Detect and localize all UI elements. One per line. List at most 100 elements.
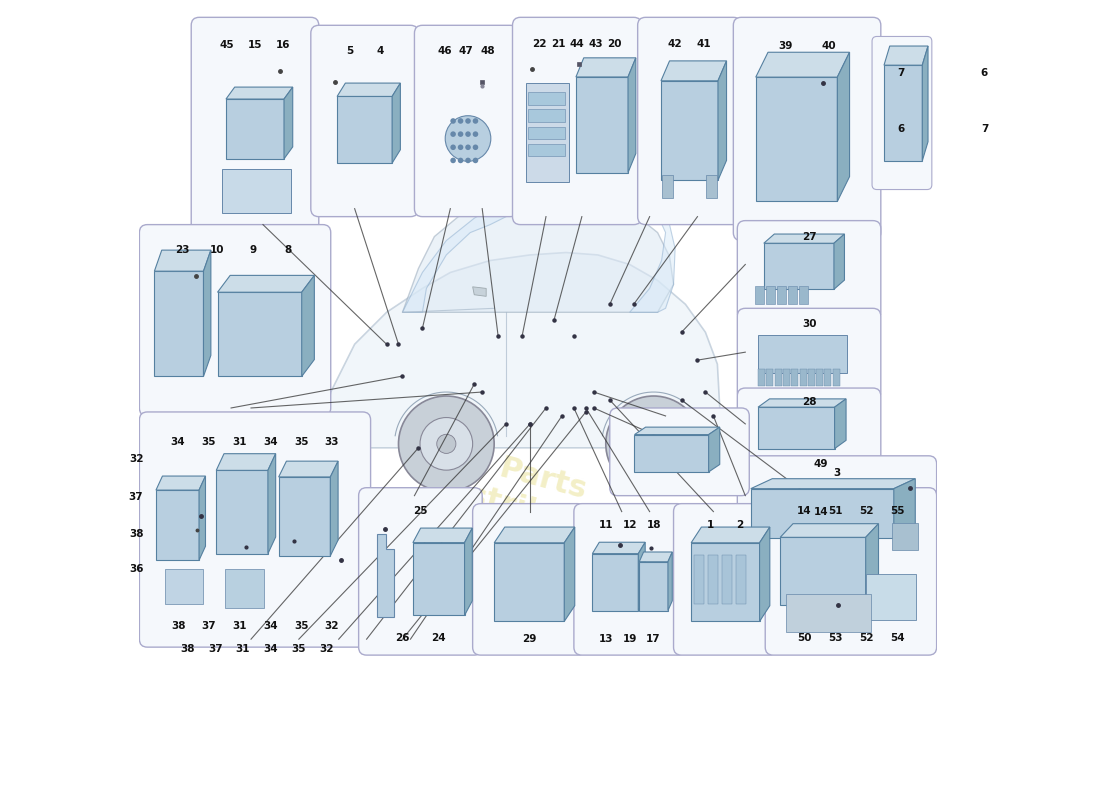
Polygon shape: [199, 476, 206, 560]
Text: 32: 32: [319, 644, 334, 654]
Circle shape: [473, 118, 478, 124]
Circle shape: [450, 145, 455, 150]
FancyBboxPatch shape: [638, 18, 741, 225]
Text: 35: 35: [292, 644, 306, 654]
Circle shape: [450, 131, 455, 137]
Text: 34: 34: [264, 644, 278, 654]
Polygon shape: [835, 399, 846, 449]
Text: 36: 36: [129, 564, 143, 574]
Text: 13: 13: [598, 634, 613, 644]
Polygon shape: [638, 542, 646, 610]
Bar: [807, 370, 815, 386]
Text: 32: 32: [324, 621, 339, 631]
Polygon shape: [756, 52, 849, 77]
Text: 49: 49: [814, 458, 828, 469]
Text: 51: 51: [828, 506, 843, 516]
Circle shape: [465, 145, 471, 150]
Text: 4: 4: [376, 46, 384, 56]
Bar: [528, 110, 565, 122]
Bar: [526, 82, 569, 182]
Circle shape: [473, 158, 478, 163]
Text: 18: 18: [647, 520, 661, 530]
Bar: [867, 574, 916, 620]
Polygon shape: [708, 427, 719, 472]
Text: 31: 31: [232, 437, 246, 447]
Circle shape: [450, 118, 455, 124]
Polygon shape: [464, 528, 472, 615]
FancyBboxPatch shape: [737, 388, 881, 468]
Polygon shape: [758, 399, 846, 407]
Text: 22: 22: [532, 39, 547, 50]
Polygon shape: [593, 542, 646, 554]
Bar: [707, 555, 718, 604]
Circle shape: [473, 131, 478, 137]
Bar: [774, 370, 782, 386]
Polygon shape: [278, 461, 338, 477]
Polygon shape: [403, 199, 673, 312]
FancyBboxPatch shape: [311, 26, 418, 217]
Text: 37: 37: [201, 621, 217, 631]
Text: 32: 32: [129, 454, 143, 464]
Polygon shape: [156, 476, 206, 490]
Polygon shape: [628, 58, 636, 173]
Polygon shape: [217, 454, 276, 470]
Circle shape: [465, 158, 471, 163]
Text: 12: 12: [623, 520, 637, 530]
Polygon shape: [922, 46, 928, 161]
Text: 35: 35: [201, 437, 216, 447]
Bar: [767, 370, 773, 386]
Text: 31: 31: [232, 621, 246, 631]
Text: 25: 25: [414, 506, 428, 516]
Circle shape: [473, 145, 478, 150]
Bar: [791, 370, 799, 386]
Polygon shape: [403, 205, 506, 312]
Polygon shape: [629, 215, 675, 312]
FancyBboxPatch shape: [140, 225, 331, 416]
Bar: [833, 370, 839, 386]
Bar: [800, 370, 806, 386]
Polygon shape: [330, 461, 338, 556]
FancyBboxPatch shape: [140, 412, 371, 647]
Polygon shape: [337, 83, 400, 97]
Text: 43: 43: [588, 39, 603, 50]
Text: 38: 38: [180, 644, 195, 654]
Polygon shape: [392, 83, 400, 163]
Bar: [576, 77, 628, 173]
Bar: [799, 286, 807, 304]
Polygon shape: [668, 552, 672, 610]
Polygon shape: [834, 234, 845, 290]
Polygon shape: [204, 250, 211, 377]
Polygon shape: [377, 534, 394, 617]
Bar: [756, 286, 764, 304]
FancyBboxPatch shape: [766, 488, 936, 655]
Bar: [635, 434, 708, 472]
Bar: [593, 554, 638, 610]
Text: 30: 30: [802, 319, 816, 329]
Bar: [226, 99, 284, 159]
Polygon shape: [576, 58, 636, 77]
Bar: [221, 169, 290, 213]
Text: 53: 53: [828, 633, 843, 643]
Text: 5: 5: [345, 46, 353, 56]
Bar: [337, 97, 392, 163]
Circle shape: [606, 396, 702, 492]
Bar: [783, 370, 790, 386]
Polygon shape: [268, 454, 276, 554]
Text: 35: 35: [294, 437, 308, 447]
FancyBboxPatch shape: [609, 408, 749, 496]
Text: 31: 31: [235, 644, 251, 654]
Text: 38: 38: [170, 621, 186, 631]
Polygon shape: [661, 61, 726, 81]
Polygon shape: [780, 524, 879, 538]
Text: 37: 37: [129, 492, 143, 502]
Bar: [736, 555, 747, 604]
Text: 48: 48: [481, 46, 495, 56]
Text: 24: 24: [431, 633, 446, 643]
Text: 34: 34: [263, 621, 277, 631]
FancyBboxPatch shape: [574, 504, 685, 655]
Bar: [639, 562, 668, 610]
Bar: [156, 490, 199, 560]
Text: 8: 8: [284, 245, 292, 255]
Bar: [528, 92, 565, 105]
Bar: [892, 523, 917, 550]
